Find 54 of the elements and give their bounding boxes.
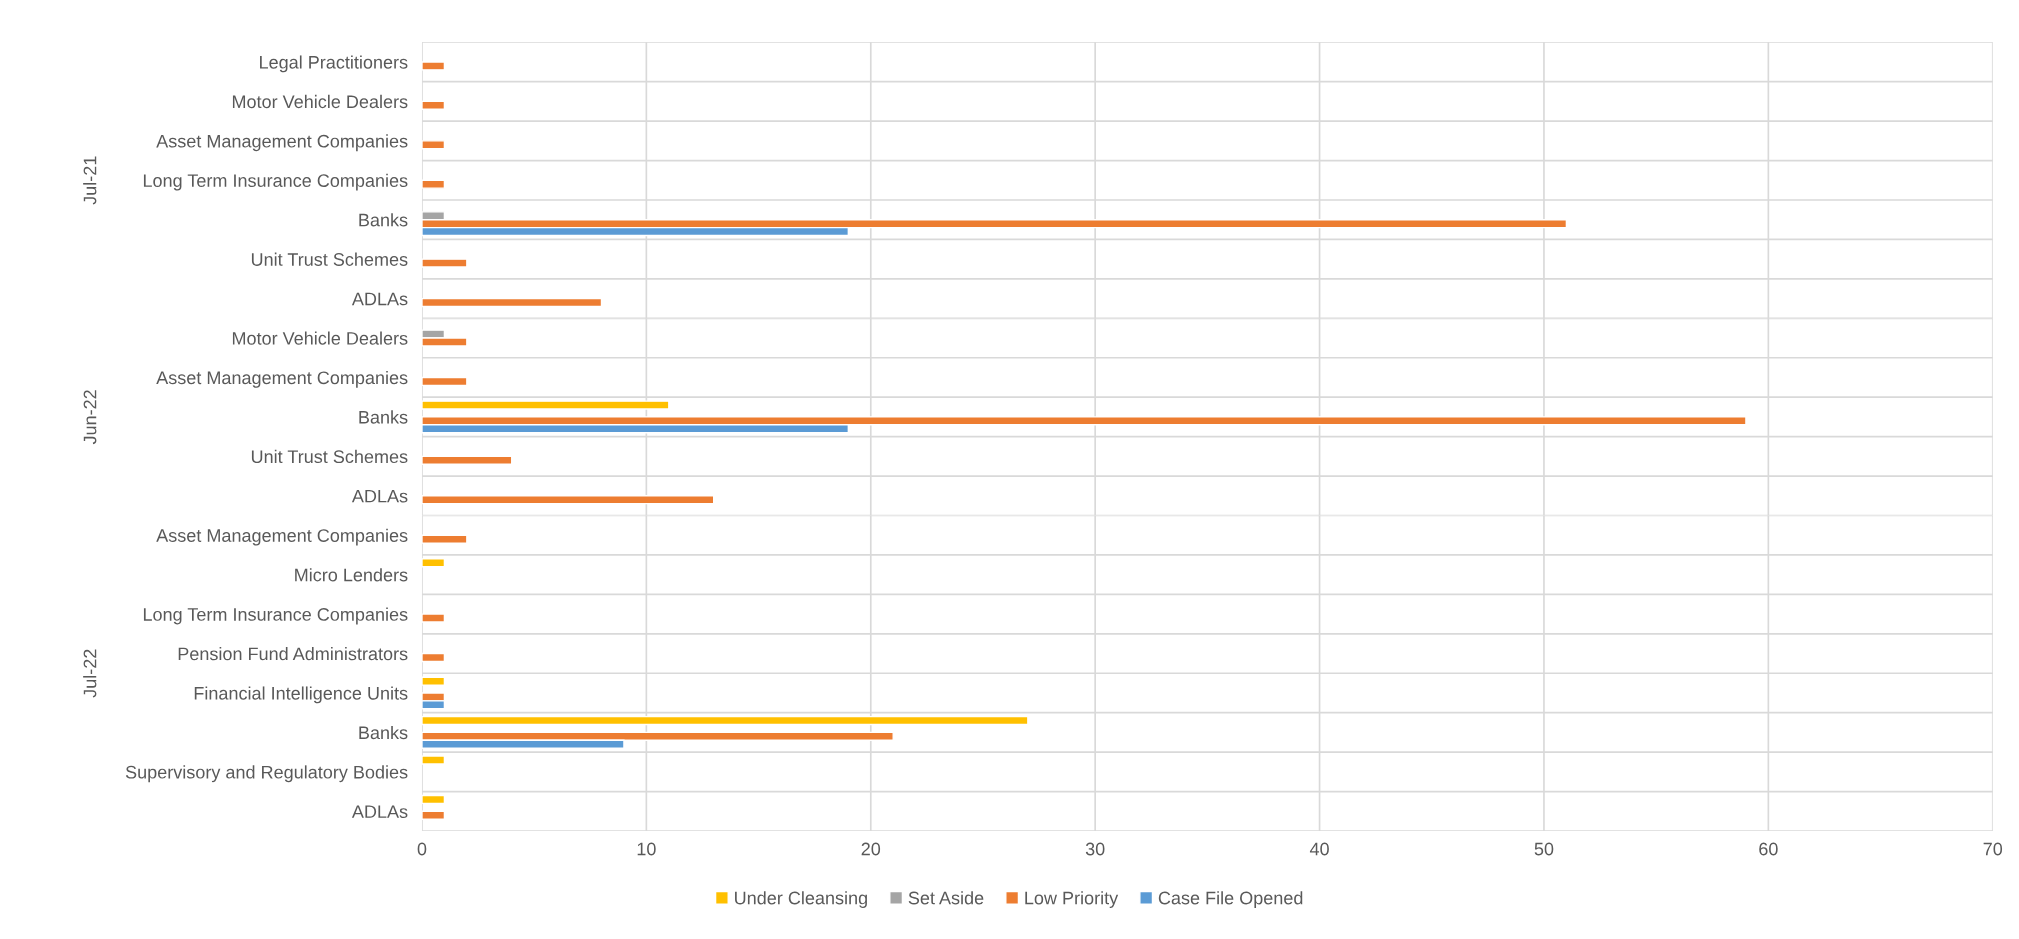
bar [421,495,715,505]
bar [421,652,446,663]
legend-label: Set Aside [908,891,984,905]
y-tick-label: Unit Trust Schemes [251,252,408,266]
bar [421,258,468,268]
bar [421,534,468,544]
bar [421,715,1029,726]
y-tick-label: Long Term Insurance Companies [143,173,408,191]
y-axis-title: Jul-21 [83,156,97,205]
y-tick-label: ADLAs [351,805,408,819]
bar [421,376,468,387]
legend-label: Case File Opened [1158,891,1303,908]
bar [421,558,446,568]
bar [421,400,670,410]
y-tick-label: Unit Trust Schemes [251,449,408,464]
bar [421,613,446,623]
y-tick-label: Motor Vehicle Dealers [232,331,408,345]
y-tick-label: Long Term Insurance Companies [143,607,408,625]
y-tick-label: Micro Lenders [295,568,408,582]
x-tick-label: 60 [1759,842,1778,856]
y-tick-label: Financial Intelligence Units [194,686,408,704]
y-tick-label: Asset Management Companies [156,370,408,388]
y-tick-label: Legal Practitioners [260,55,408,73]
y-tick-label: ADLAs [351,489,408,503]
y-tick-label: Banks [359,725,408,740]
y-tick-label: Banks [359,213,408,227]
x-tick-label: 20 [861,842,881,856]
y-tick-label: Motor Vehicle Dealers [232,94,408,109]
bar [421,676,446,686]
bar [421,455,513,465]
bar [421,794,446,805]
bar [421,100,446,110]
bar [421,810,446,820]
legend-label: Low Priority [1025,891,1119,908]
y-tick-label: Supervisory and Regulatory Bodies [125,765,408,783]
y-tick-label: Pension Fund Administrators [178,647,408,661]
y-tick-label: Asset Management Companies [156,134,408,152]
x-tick-label: 10 [637,842,656,856]
y-tick-label: Banks [359,410,408,424]
x-tick-label: 40 [1309,842,1329,856]
y-tick-label: ADLAs [351,292,408,306]
bar [421,61,446,71]
bar [421,179,446,189]
y-axis-title: Jul-22 [83,649,97,698]
y-tick-label: Asset Management Companies [156,528,408,546]
x-tick-label: 0 [417,842,427,856]
x-tick-label: 70 [1983,842,2003,856]
bar [421,297,603,308]
x-tick-label: 30 [1085,842,1105,856]
legend-label: Under Cleansing [735,891,867,908]
bar [421,755,446,765]
y-axis-title: Jun-22 [83,390,97,445]
x-tick-label: 50 [1534,842,1554,856]
bar [421,140,446,150]
